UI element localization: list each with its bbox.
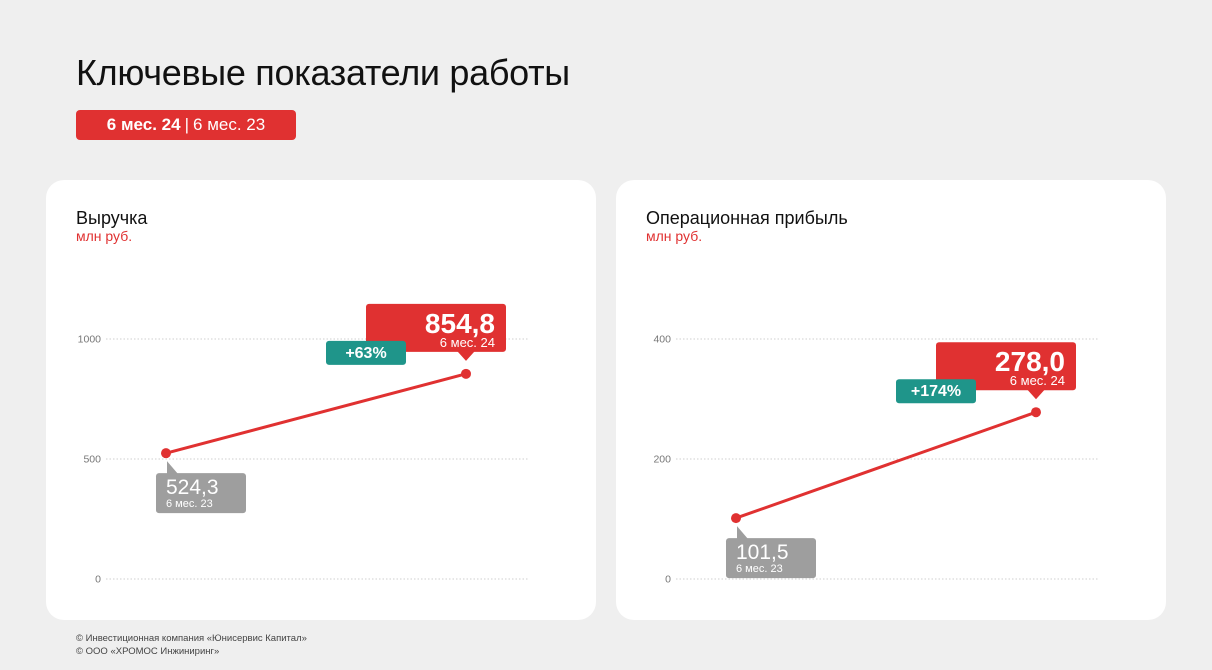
series-line xyxy=(734,410,1038,520)
operating-profit-card: Операционная прибыль млн руб. 0 200 400 101… xyxy=(616,180,1166,620)
series-line xyxy=(164,372,468,455)
previous-value-label: 524,3 xyxy=(166,476,219,499)
callout-pointer xyxy=(737,526,749,541)
y-tick-label: 400 xyxy=(653,334,671,346)
footer-copyright-1: © Инвестиционная компания «Юнисервис Кап… xyxy=(76,633,307,644)
data-point xyxy=(1031,407,1041,418)
y-tick-label: 1000 xyxy=(78,334,102,346)
data-point xyxy=(161,448,171,459)
page-title: Ключевые показатели работы xyxy=(76,52,570,93)
callout-pointer xyxy=(457,350,475,361)
footer: © Инвестиционная компания «Юнисервис Кап… xyxy=(76,632,307,658)
period-badge: 6 мес. 24 | 6 мес. 23 xyxy=(76,110,296,140)
callout-pointer xyxy=(167,461,179,476)
previous-period-label: 6 мес. 23 xyxy=(736,563,783,575)
previous-value-box xyxy=(156,473,246,514)
current-value-box xyxy=(366,303,506,352)
previous-value-box xyxy=(726,538,816,579)
previous-period-label: 6 мес. 23 xyxy=(166,498,213,510)
footer-copyright-2: © ООО «ХРОМОС Инжиниринг» xyxy=(76,646,220,657)
chart-unit: млн руб. xyxy=(646,228,703,244)
period-current: 6 мес. 24 xyxy=(106,115,181,134)
y-tick-label: 0 xyxy=(95,574,101,586)
current-value-box xyxy=(936,342,1076,391)
current-period-label: 6 мес. 24 xyxy=(1010,373,1065,388)
current-value-label: 278,0 xyxy=(995,346,1065,377)
y-tick-label: 0 xyxy=(665,574,671,586)
chart-unit: млн руб. xyxy=(76,228,133,244)
data-point xyxy=(731,513,741,524)
growth-label: +63% xyxy=(345,345,386,362)
y-tick-label: 200 xyxy=(653,454,671,466)
chart-title: Операционная прибыль xyxy=(646,208,848,228)
growth-label: +174% xyxy=(911,383,961,400)
period-previous: 6 мес. 23 xyxy=(193,115,266,134)
revenue-chart: 0 500 1000 524,36 мес. 23 854,86 мес. 24 +63% xyxy=(78,303,528,586)
chart-title: Выручка xyxy=(76,208,148,228)
current-value-label: 854,8 xyxy=(425,308,495,339)
y-tick-label: 500 xyxy=(83,454,101,466)
previous-value-label: 101,5 xyxy=(736,541,789,564)
callout-pointer xyxy=(1027,389,1045,400)
period-separator: | xyxy=(184,115,190,134)
growth-badge xyxy=(326,340,406,365)
data-point xyxy=(461,368,471,379)
current-period-label: 6 мес. 24 xyxy=(440,335,495,350)
growth-badge xyxy=(896,379,976,404)
operating-profit-chart: 0 200 400 101,56 мес. 23 278,06 мес. 24 +174% xyxy=(653,334,1098,586)
revenue-card: Выручка млн руб. 0 500 1000 524,3 6 мес. 23 8… xyxy=(46,180,596,620)
